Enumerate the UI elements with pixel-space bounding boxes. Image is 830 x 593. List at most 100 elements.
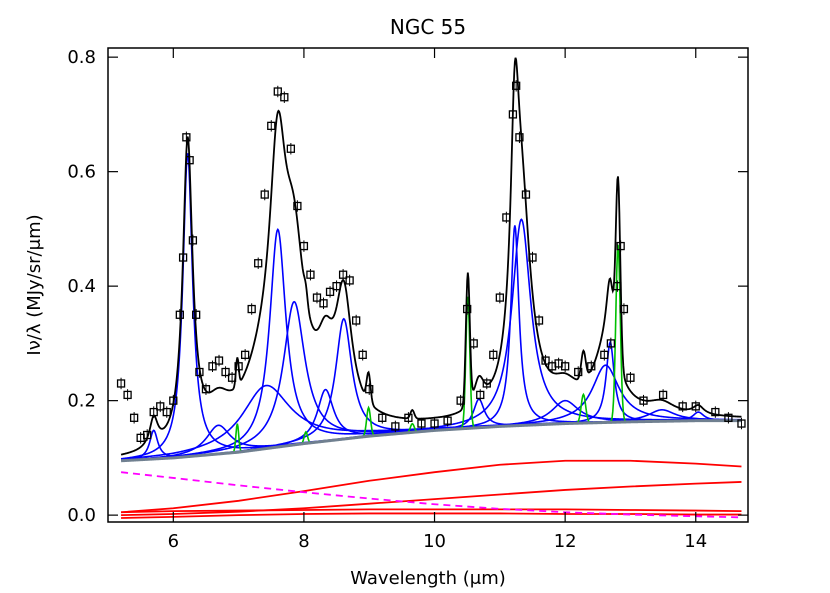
data-point (234, 362, 243, 371)
data-point (293, 201, 302, 211)
data-point (185, 156, 194, 165)
data-point (626, 373, 635, 382)
x-tick-label: 12 (554, 531, 577, 552)
data-point (391, 422, 400, 431)
y-tick-label: 0.2 (67, 391, 96, 412)
data-point (178, 253, 188, 262)
data-point (273, 87, 282, 96)
continuum-component (120, 459, 742, 514)
data-point (430, 419, 439, 428)
data-point (286, 144, 296, 153)
data-point (175, 310, 184, 319)
data-point (299, 241, 309, 251)
chart-title: NGC 55 (390, 15, 466, 39)
data-point (515, 133, 524, 142)
data-point (724, 413, 733, 422)
data-point (512, 81, 521, 90)
data-point (613, 281, 622, 291)
data-point (404, 413, 413, 422)
data-point (619, 304, 629, 314)
x-tick-label: 8 (298, 531, 309, 552)
data-point (345, 276, 354, 285)
data-point (332, 281, 341, 291)
data-point (201, 385, 211, 394)
emission-line (431, 296, 504, 432)
data-point (456, 396, 465, 405)
total-model (120, 57, 742, 456)
x-axis-label: Wavelength (μm) (350, 568, 506, 589)
data-point (156, 402, 165, 411)
extinction-curve (120, 471, 742, 519)
data-point (737, 419, 746, 428)
data-point (528, 253, 537, 262)
dust-feature (436, 225, 594, 431)
data-point (192, 310, 201, 319)
data-point (616, 241, 625, 251)
data-point (534, 316, 544, 325)
data-point (325, 287, 335, 297)
data-point (208, 362, 217, 371)
data-point (378, 413, 387, 422)
data-point (521, 190, 531, 199)
x-tick-label: 6 (168, 531, 179, 552)
data-point (658, 390, 668, 400)
data-point (365, 385, 374, 394)
emission-line (576, 244, 660, 425)
data-point (129, 413, 139, 422)
data-point (182, 133, 191, 142)
data-point (678, 402, 687, 411)
data-point (143, 430, 152, 440)
dust-feature (120, 153, 282, 460)
data-point (312, 293, 322, 302)
data-point (247, 304, 256, 314)
data-point (306, 270, 315, 279)
x-tick-label: 10 (423, 531, 446, 552)
data-point (476, 390, 485, 400)
dust-feature (338, 218, 705, 440)
data-point (240, 350, 250, 359)
data-point (280, 93, 289, 102)
data-point (606, 339, 616, 348)
plot-area (116, 57, 746, 519)
total-continuum (120, 419, 742, 463)
data-point (254, 259, 263, 268)
data-point (319, 299, 328, 308)
y-tick-label: 0.6 (67, 162, 96, 183)
data-point (469, 339, 478, 348)
data-point (123, 390, 132, 400)
data-point (338, 270, 348, 279)
data-point (691, 402, 700, 411)
data-point (495, 293, 504, 302)
data-point (489, 350, 498, 359)
data-point (711, 407, 720, 417)
dust-feature (531, 340, 688, 426)
data-point (541, 356, 550, 365)
data-point (352, 316, 361, 325)
plot-frame (107, 47, 749, 523)
data-point (267, 121, 276, 131)
data-point (221, 367, 230, 377)
data-point (508, 110, 518, 119)
data-point (502, 213, 511, 222)
data-point (443, 416, 452, 425)
continuum-component (121, 481, 742, 517)
y-axis-label: Iν/λ (MJy/sr/μm) (24, 214, 45, 355)
continuum-component (121, 508, 742, 514)
data-point (417, 419, 426, 428)
data-point (639, 396, 648, 405)
data-point (260, 190, 269, 199)
y-tick-label: 0.8 (67, 47, 96, 68)
data-point (574, 367, 583, 377)
data-point (358, 350, 367, 359)
data-point (116, 379, 126, 388)
data-point (227, 373, 237, 382)
data-point (188, 236, 198, 245)
data-point (149, 407, 158, 417)
data-point (169, 396, 178, 405)
data-point (214, 356, 224, 365)
x-tick-label: 14 (684, 531, 707, 552)
data-point (560, 362, 570, 371)
dust-feature (121, 228, 434, 461)
data-point (587, 362, 596, 371)
